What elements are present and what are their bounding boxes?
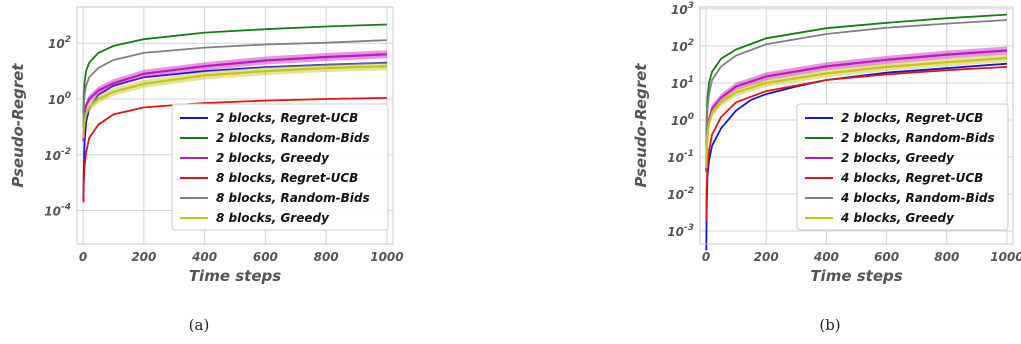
y-axis-label: Pseudo-Regret xyxy=(9,63,27,188)
legend-label: 2 blocks, Regret-UCB xyxy=(216,111,358,125)
x-tick-label: 600 xyxy=(874,250,899,264)
x-tick-label: 200 xyxy=(754,250,779,264)
chart-panel-b: 0 200 400 600 800 1000 10-3 10-2 10-1 100 101 102 10… xyxy=(632,1,1021,285)
series-line xyxy=(82,23,387,114)
legend-box xyxy=(796,103,1009,231)
y-tick-label: 10-2 xyxy=(44,147,71,163)
y-tick-label: 103 xyxy=(671,1,694,17)
plot-frame xyxy=(699,6,1014,245)
y-tick-label: 10-3 xyxy=(667,223,694,239)
x-tick-label: 200 xyxy=(131,250,156,264)
y-tick-label: 102 xyxy=(671,38,694,54)
legend-label: 8 blocks, Random-Bids xyxy=(216,191,370,205)
y-tick-label: 10-2 xyxy=(667,186,694,202)
y-tick-label: 100 xyxy=(671,112,694,128)
legend-label: 2 blocks, Random-Bids xyxy=(841,131,995,145)
series-line xyxy=(705,56,1008,169)
legend-label: 2 blocks, Regret-UCB xyxy=(841,111,983,125)
caption-a: (a) xyxy=(189,316,210,334)
x-tick-label: 600 xyxy=(253,250,278,264)
legend-box xyxy=(171,103,389,231)
legend-label: 4 blocks, Regret-UCB xyxy=(840,171,983,185)
legend-label: 8 blocks, Greedy xyxy=(216,211,330,225)
legend-label: 2 blocks, Greedy xyxy=(841,151,955,165)
series-line xyxy=(705,66,1008,220)
y-axis-label: Pseudo-Regret xyxy=(632,63,650,188)
series-band xyxy=(83,50,387,146)
legend: 2 blocks, Regret-UCB 2 blocks, Random-Bid… xyxy=(171,103,389,231)
series-line xyxy=(705,19,1008,158)
legend: 2 blocks, Regret-UCB 2 blocks, Random-Bid… xyxy=(796,103,1009,231)
x-tick-label: 400 xyxy=(813,250,839,264)
y-tick-label: 101 xyxy=(671,75,694,91)
series-line xyxy=(82,61,387,203)
x-tick-label: 1000 xyxy=(990,250,1021,264)
legend-label: 4 blocks, Random-Bids xyxy=(840,191,995,205)
y-tick-label: 100 xyxy=(48,91,71,107)
y-tick-label: 10-4 xyxy=(44,203,71,219)
legend-label: 8 blocks, Regret-UCB xyxy=(216,171,358,185)
legend-label: 4 blocks, Greedy xyxy=(840,211,955,225)
plot-frame xyxy=(76,6,394,245)
legend-label: 2 blocks, Random-Bids xyxy=(216,131,370,145)
chart-panel-a: 0 200 400 600 800 1000 10-4 10-2 100 102 Time step… xyxy=(9,6,404,285)
x-tick-label: 0 xyxy=(702,250,710,264)
caption-b: (b) xyxy=(819,316,840,334)
x-axis-label: Time steps xyxy=(810,267,902,285)
series-line xyxy=(82,65,387,139)
y-tick-label: 10-1 xyxy=(667,149,694,165)
x-axis-label: Time steps xyxy=(189,267,281,285)
legend-label: 2 blocks, Greedy xyxy=(216,151,330,165)
series-band xyxy=(706,54,1007,173)
x-tick-label: 400 xyxy=(191,250,217,264)
x-tick-label: 0 xyxy=(79,250,87,264)
y-tick-label: 102 xyxy=(48,35,71,51)
x-tick-label: 800 xyxy=(314,250,339,264)
series-line xyxy=(82,39,387,127)
x-tick-label: 1000 xyxy=(370,250,403,264)
x-tick-label: 800 xyxy=(934,250,959,264)
series-line xyxy=(82,97,387,203)
